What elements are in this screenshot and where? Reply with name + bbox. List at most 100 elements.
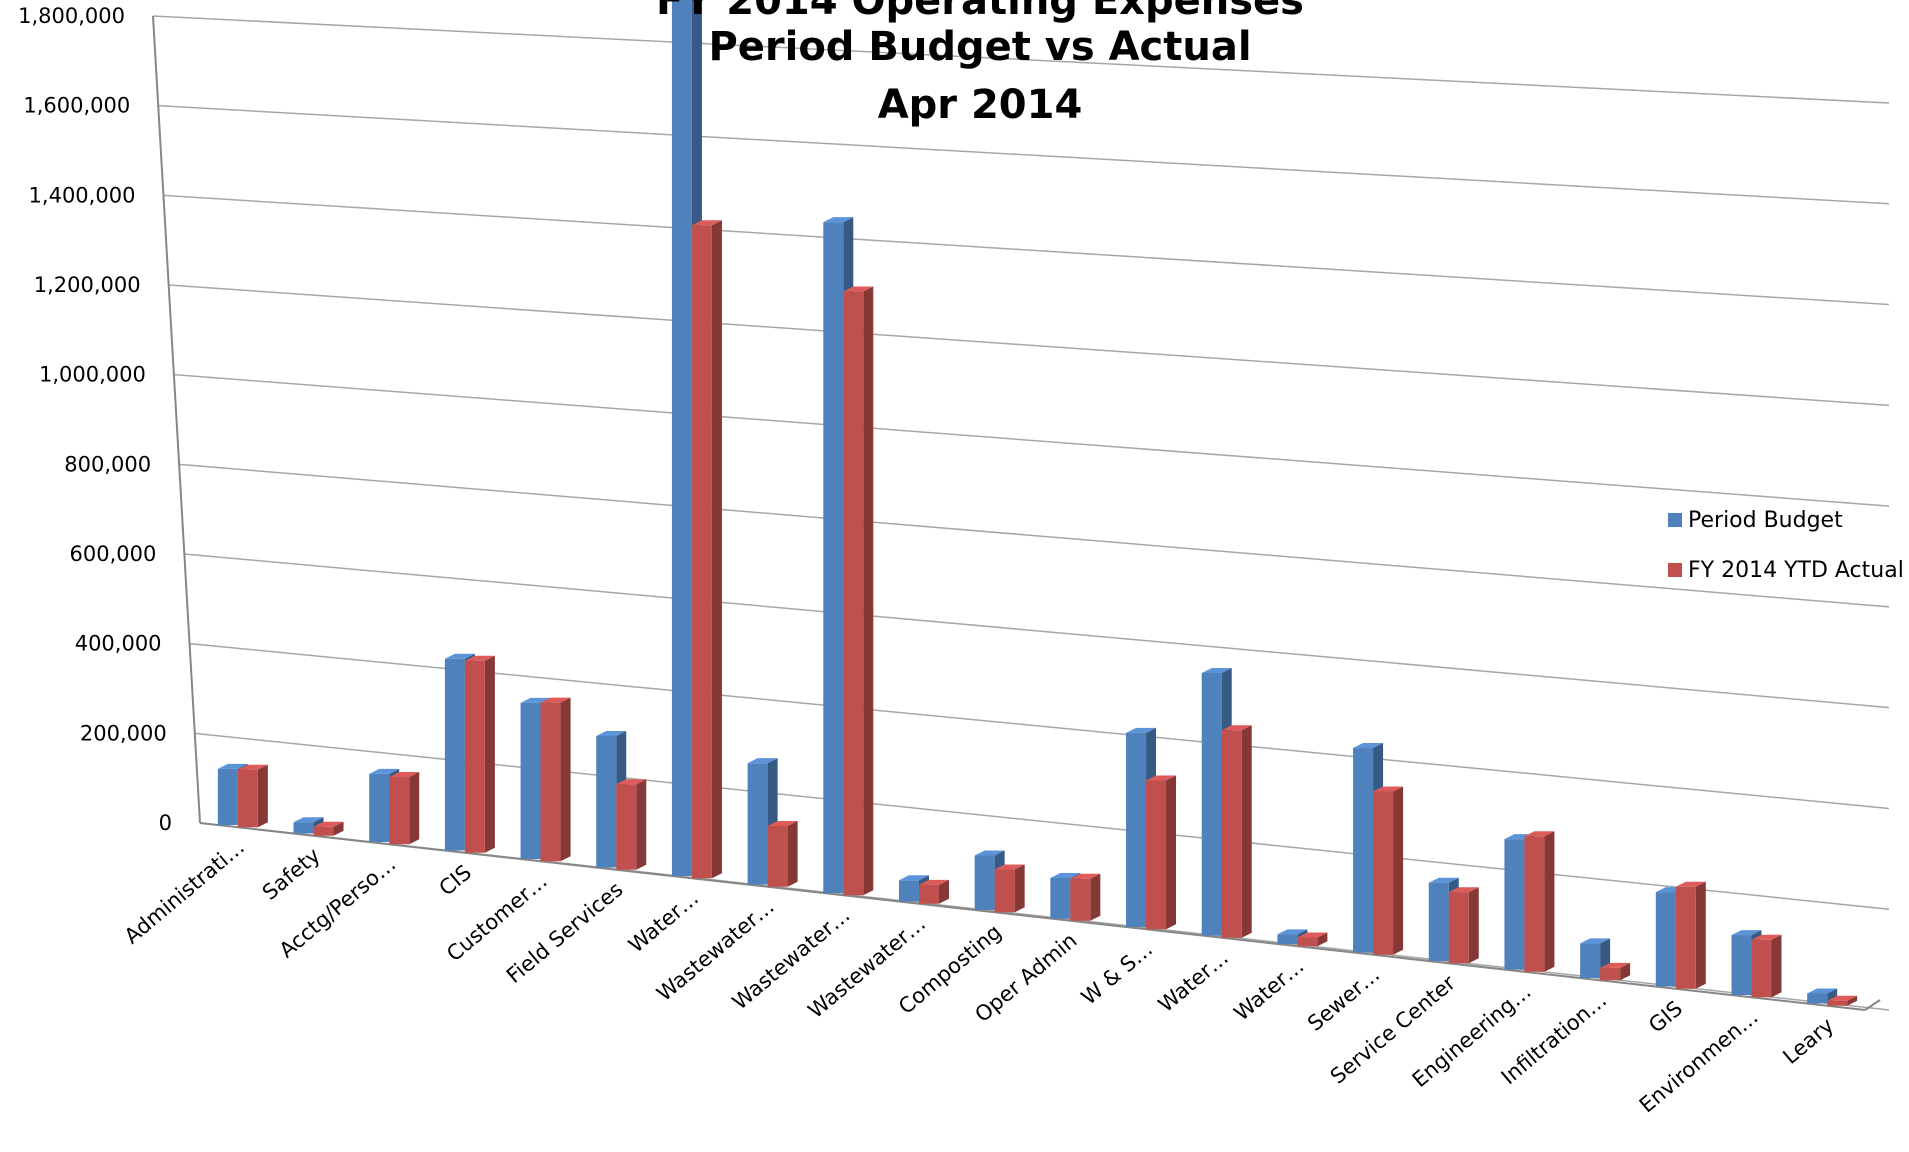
bar-side xyxy=(1468,887,1479,964)
y-tick-label: 1,800,000 xyxy=(18,4,125,28)
y-tick-label: 1,200,000 xyxy=(34,273,141,297)
bar-side xyxy=(1695,881,1706,989)
bar-front xyxy=(389,776,410,845)
bar-actual xyxy=(540,697,571,862)
bar-actual xyxy=(1221,725,1252,938)
bar-top xyxy=(616,779,647,785)
bar-actual xyxy=(994,864,1025,913)
gridline xyxy=(168,284,1890,407)
x-tick-label: W & S… xyxy=(1077,937,1157,1010)
bar-actual xyxy=(313,821,344,836)
bar-top xyxy=(1353,743,1384,749)
x-tick-label: Safety xyxy=(258,843,325,905)
x-tick-label: Water… xyxy=(1154,945,1233,1017)
bar-front xyxy=(1580,943,1601,979)
bar-side xyxy=(484,655,495,853)
bar-front xyxy=(293,822,314,834)
bar-front xyxy=(217,768,238,826)
bar-actual xyxy=(691,220,722,879)
bar-front xyxy=(1277,934,1298,945)
bar-side xyxy=(1014,864,1025,913)
bar-top xyxy=(994,864,1025,870)
gridline xyxy=(179,463,1890,608)
bar-front xyxy=(691,225,712,879)
bar-top xyxy=(313,821,344,827)
bar-side xyxy=(1317,932,1328,947)
bar-actual xyxy=(1146,775,1177,930)
bar-actual xyxy=(1600,962,1631,981)
gridline xyxy=(163,194,1890,306)
y-tick-label: 200,000 xyxy=(80,721,167,745)
bar-top xyxy=(1126,727,1157,733)
bar-front xyxy=(1126,732,1147,928)
bar-top xyxy=(1827,995,1858,1001)
bar-front xyxy=(616,784,637,870)
bar-actual xyxy=(464,655,495,853)
bar-front xyxy=(1428,882,1449,962)
bar-front xyxy=(1070,878,1091,921)
bar-front xyxy=(1827,1000,1848,1006)
bar-top xyxy=(540,697,571,703)
chart-title-line-3: Apr 2014 xyxy=(877,82,1083,128)
bar-front xyxy=(1600,967,1621,981)
bar-top xyxy=(1731,930,1762,936)
x-tick-label: Administrati… xyxy=(120,835,249,949)
gridline xyxy=(158,104,1890,205)
bar-top xyxy=(898,875,929,881)
bar-actual xyxy=(767,821,798,887)
bar-top xyxy=(918,879,949,885)
bar-front xyxy=(1504,839,1525,970)
gridline xyxy=(152,15,1890,104)
bar-top xyxy=(1448,887,1479,893)
bar-front xyxy=(540,702,561,862)
bar-side xyxy=(1241,725,1252,938)
bar-top xyxy=(1297,932,1328,938)
bar-top xyxy=(1277,929,1308,935)
floor-edge xyxy=(1864,999,1881,1011)
bar-actual xyxy=(843,286,874,896)
bar-side xyxy=(257,764,268,828)
bar-side xyxy=(409,771,420,845)
bar-actual xyxy=(1751,934,1782,998)
bar-front xyxy=(1807,993,1828,1004)
legend-swatch-actual xyxy=(1668,563,1682,577)
bar-front xyxy=(1448,892,1469,964)
y-tick-label: 600,000 xyxy=(69,542,156,566)
bar-top xyxy=(369,768,400,774)
x-tick-label: GIS xyxy=(1644,996,1687,1037)
legend-label-period-budget: Period Budget xyxy=(1688,507,1843,533)
bar-front xyxy=(994,869,1015,913)
legend-item-period-budget: Period Budget xyxy=(1668,495,1904,545)
bar-actual xyxy=(616,779,647,870)
x-tick-label: Sewer… xyxy=(1303,962,1384,1036)
bar-actual xyxy=(1070,873,1101,921)
bar-side xyxy=(1090,873,1101,921)
x-tick-label: Water… xyxy=(624,886,703,958)
bar-top xyxy=(1050,872,1081,878)
bar-front xyxy=(1373,791,1394,955)
bar-top xyxy=(747,758,778,764)
bar-side xyxy=(560,697,571,862)
bar-top xyxy=(1751,934,1782,940)
bar-actual xyxy=(1448,887,1479,964)
bar-front xyxy=(747,763,768,885)
bar-series xyxy=(217,0,1858,1006)
bar-top xyxy=(596,730,627,736)
bar-top xyxy=(444,653,475,659)
legend-item-actual: FY 2014 YTD Actual xyxy=(1668,545,1904,595)
bar-front xyxy=(1297,937,1318,947)
bar-front xyxy=(1353,748,1374,953)
chart-title-line-2: Period Budget vs Actual xyxy=(708,24,1252,70)
x-axis-line xyxy=(199,822,1866,1011)
bar-front xyxy=(1050,877,1071,919)
bar-front xyxy=(974,855,995,911)
y-tick-label: 1,400,000 xyxy=(29,183,136,207)
bar-actual xyxy=(237,764,268,828)
y-tick-label: 800,000 xyxy=(64,452,151,476)
bar-actual xyxy=(389,771,420,845)
bar-side xyxy=(1847,995,1858,1006)
bar-top xyxy=(389,771,420,777)
bar-top xyxy=(1675,881,1706,887)
gridline xyxy=(189,642,1890,810)
